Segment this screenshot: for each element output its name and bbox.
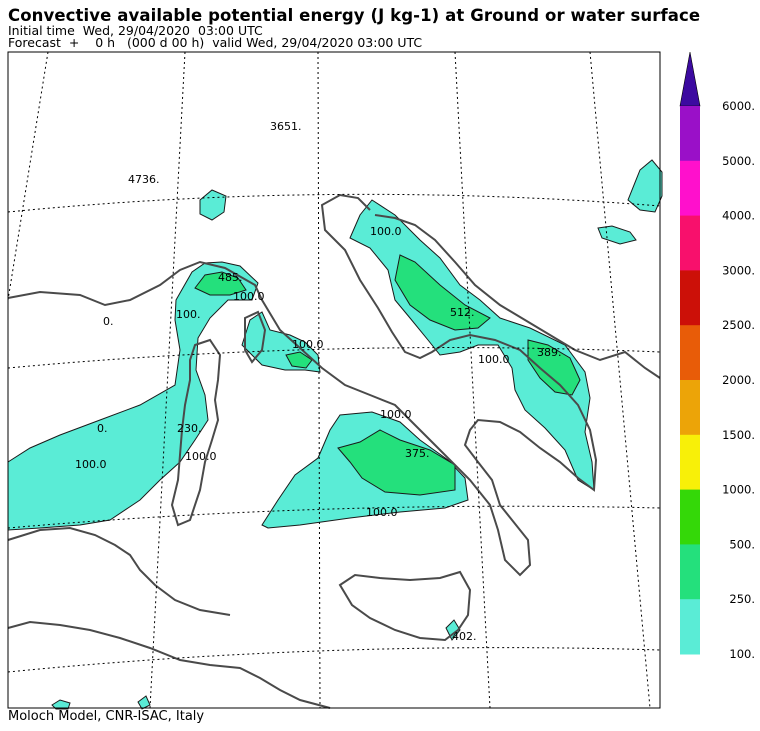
- cape-area-alpine-patch: [199, 189, 227, 221]
- label-3651: 3651.: [270, 120, 302, 133]
- label-100-e: 100.0: [185, 450, 217, 463]
- coast-west-mainland: [7, 526, 231, 616]
- colorbar-level-label: 3000.: [722, 263, 755, 277]
- label-100-h: 100.0: [366, 506, 398, 519]
- coast-corsica: [244, 310, 267, 364]
- coast-north-africa: [7, 620, 331, 709]
- parallel-line: [7, 193, 661, 213]
- chart-title: Convective available potential energy (J…: [8, 6, 701, 25]
- colorbar-level-label: 500.: [729, 537, 755, 551]
- cape-area-tyrrhenian-core: [337, 429, 456, 496]
- colorbar-swatch: [680, 325, 700, 381]
- label-375: 375.: [405, 447, 430, 460]
- parallel-line: [7, 347, 661, 369]
- label-100-i: 100.0: [478, 353, 510, 366]
- model-credit: Moloch Model, CNR-ISAC, Italy: [8, 709, 205, 724]
- colorbar-swatch: [680, 215, 700, 271]
- map-frame: [7, 51, 661, 709]
- label-230: 230.: [177, 422, 202, 435]
- colorbar-swatch: [680, 380, 700, 436]
- meridian-line: [317, 51, 321, 709]
- colorbar-arrow: [679, 51, 701, 107]
- colorbar-level-label: 1500.: [722, 428, 755, 442]
- graticule: [7, 51, 661, 709]
- cape-area-west-med: [7, 261, 259, 531]
- colorbar-level-label: 2500.: [722, 318, 755, 332]
- colorbar: 6000. 5000. 4000. 3000. 2500. 2000. 1500. 1000.…: [679, 51, 755, 661]
- cape-area-adriatic-core: [394, 254, 491, 331]
- colorbar-swatch: [680, 106, 700, 162]
- forecast-time: Forecast + 0 h (000 d 00 h) valid Wed, 2…: [8, 35, 423, 50]
- label-100-b: 100.0: [370, 225, 402, 238]
- cape-area-south-small: [137, 695, 151, 710]
- label-402: 402.: [452, 630, 477, 643]
- colorbar-level-label: 5000.: [722, 154, 755, 168]
- label-100-g: 100.0: [380, 408, 412, 421]
- colorbar-swatch: [680, 434, 700, 491]
- label-0-b: 0.: [97, 422, 108, 435]
- meridian-line: [589, 51, 651, 709]
- colorbar-level-label: 250.: [729, 592, 755, 606]
- label-4736: 4736.: [128, 173, 160, 186]
- colorbar-swatch: [680, 270, 700, 326]
- colorbar-level-label: 1000.: [722, 483, 755, 497]
- colorbar-level-label: 100.: [729, 647, 755, 661]
- label-512: 512.: [450, 306, 475, 319]
- initial-time: Initial time Wed, 29/04/2020 03:00 UTC: [8, 23, 263, 38]
- colorbar-level-label: 6000.: [722, 99, 755, 113]
- coast-sardinia: [170, 338, 222, 527]
- coastlines: [7, 193, 661, 709]
- coast-italy-mainland: [7, 193, 598, 577]
- cape-area-apulia-core: [527, 339, 581, 396]
- colorbar-swatch: [680, 489, 700, 545]
- label-100-c: 100.: [176, 308, 201, 321]
- colorbar-swatch: [680, 544, 700, 600]
- cape-area-balkans: [627, 159, 663, 213]
- colorbar-level-label: 4000.: [722, 209, 755, 223]
- meridian-line: [7, 51, 49, 301]
- colorbar-swatch: [680, 599, 700, 655]
- label-389: 389.: [537, 346, 562, 359]
- parallel-line: [7, 647, 661, 673]
- cape-area-ligurian-core: [194, 271, 247, 296]
- label-100-a: 100.0: [233, 290, 265, 303]
- cape-area-tuscan-core: [285, 351, 313, 369]
- parallel-line: [7, 505, 661, 529]
- cape-fill-250: [194, 254, 581, 496]
- value-labels: 3651. 4736. 485. 100.0 100.0 0. 0. 100. …: [75, 120, 562, 643]
- colorbar-level-label: 2000.: [722, 373, 755, 387]
- meridian-line: [454, 51, 491, 709]
- coast-adriatic-east: [374, 214, 661, 379]
- label-0-a: 0.: [103, 315, 114, 328]
- colorbar-swatch: [680, 160, 700, 217]
- label-485: 485.: [218, 271, 243, 284]
- cape-area-balkans-small: [597, 225, 637, 245]
- label-100-d: 100.0: [75, 458, 107, 471]
- coast-sicily: [338, 570, 472, 642]
- label-100-f: 100.0: [292, 338, 324, 351]
